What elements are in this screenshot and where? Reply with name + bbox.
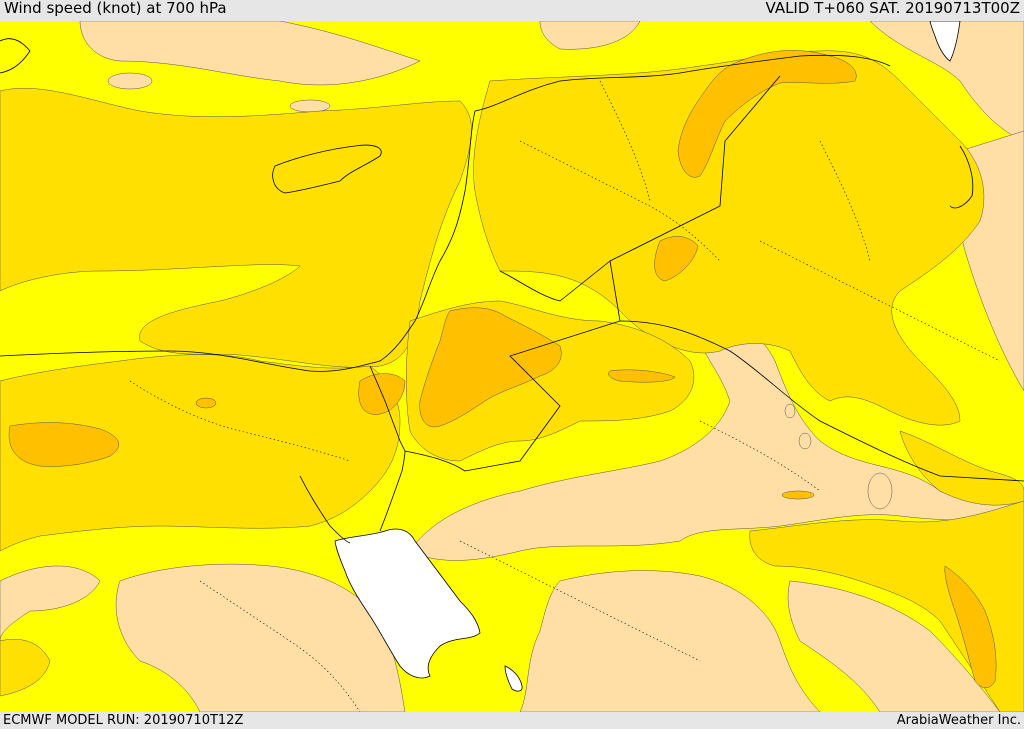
no-data-area	[334, 528, 481, 679]
no-data-area-south	[504, 665, 523, 692]
map-canvas	[0, 21, 1024, 712]
coastlines	[0, 38, 974, 544]
map-footer: ECMWF MODEL RUN: 20190710T12Z ArabiaWeat…	[0, 712, 1024, 729]
no-data-area-north	[929, 21, 961, 62]
band-light-areas	[0, 21, 1024, 712]
wind-speed-map	[0, 21, 1024, 712]
country-borders	[369, 75, 1024, 482]
model-run: ECMWF MODEL RUN: 20190710T12Z	[3, 713, 244, 728]
valid-time: VALID T+060 SAT. 20190713T00Z	[765, 0, 1020, 17]
province-boundaries	[129, 80, 1001, 712]
map-header: Wind speed (knot) at 700 hPa VALID T+060…	[0, 0, 1024, 21]
map-title: Wind speed (knot) at 700 hPa	[4, 0, 227, 17]
credit: ArabiaWeather Inc.	[896, 713, 1021, 728]
